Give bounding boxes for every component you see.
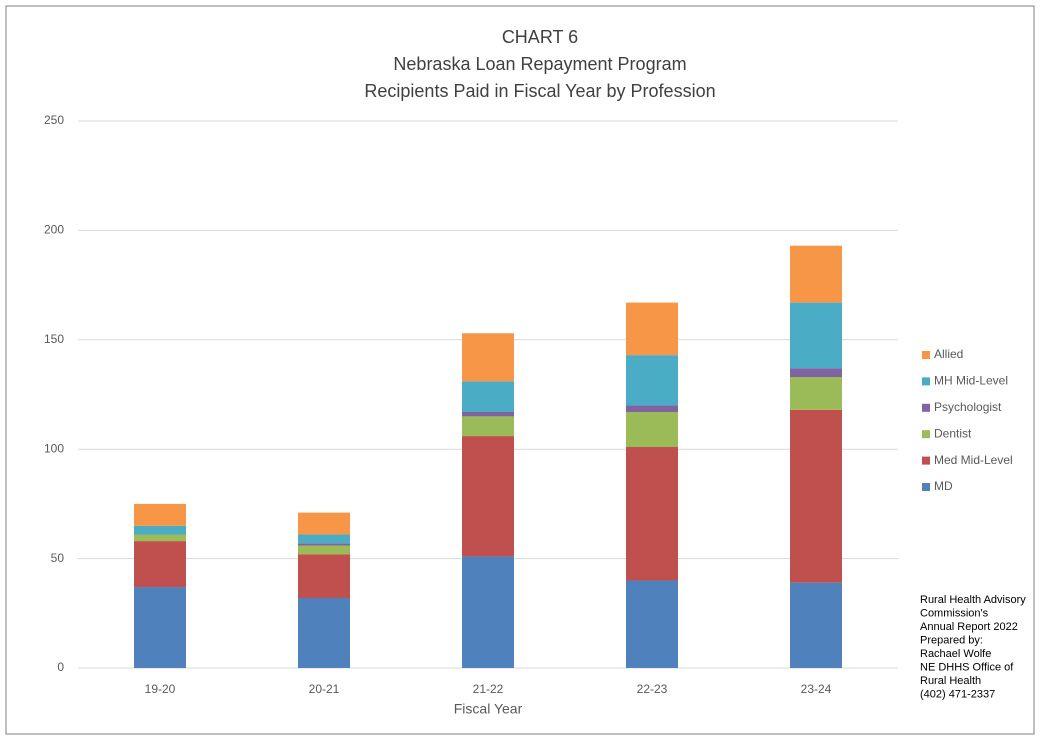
x-tick-label: 20-21 (309, 682, 340, 696)
note: Commission's (920, 607, 989, 619)
bar-segment (298, 512, 350, 535)
legend-label: Dentist (934, 426, 972, 440)
chart-title: Recipients Paid in Fiscal Year by Profes… (364, 81, 715, 101)
legend-swatch (922, 403, 930, 412)
note: Rural Health (920, 675, 981, 687)
bar-segment (790, 409, 842, 583)
bar-segment (134, 587, 186, 668)
bar-segment (790, 368, 842, 377)
bar-segment (626, 405, 678, 413)
legend-swatch (922, 456, 930, 465)
y-tick-label: 200 (44, 223, 64, 237)
bar-segment (626, 302, 678, 356)
legend-label: Psychologist (934, 400, 1002, 414)
bar-segment (298, 554, 350, 598)
y-tick-label: 0 (57, 660, 64, 674)
bar-segment (462, 436, 514, 557)
chart-title: Nebraska Loan Repayment Program (393, 54, 686, 74)
note: Prepared by: (920, 634, 983, 646)
bar-segment (298, 534, 350, 544)
bar-segment (626, 580, 678, 668)
bar-segment (134, 534, 186, 542)
y-tick-label: 50 (51, 551, 65, 565)
bar-segment (298, 545, 350, 555)
note: Rural Health Advisory (920, 594, 1026, 606)
bar-segment (462, 381, 514, 413)
bar-segment (134, 541, 186, 588)
bar-segment (626, 355, 678, 406)
note: Rachael Wolfe (920, 648, 991, 660)
legend-swatch (922, 430, 930, 439)
bar-segment (462, 412, 514, 417)
legend-swatch (922, 483, 930, 491)
bar-segment (626, 412, 678, 448)
legend-label: MH Mid-Level (934, 374, 1008, 388)
bar-segment (790, 376, 842, 410)
bar-segment (790, 245, 842, 303)
bar-segment (626, 447, 678, 581)
bar-segment (462, 333, 514, 382)
x-tick-label: 19-20 (145, 682, 176, 696)
note: NE DHHS Office of (920, 661, 1014, 673)
legend-label: Med Mid-Level (934, 453, 1013, 467)
note: Annual Report 2022 (920, 621, 1018, 633)
legend-label: Allied (934, 347, 963, 361)
bar-segment (298, 543, 350, 546)
x-tick-label: 23-24 (801, 682, 832, 696)
chart-title: CHART 6 (502, 27, 578, 47)
bar-segment (790, 302, 842, 369)
bar-segment (462, 416, 514, 437)
legend-swatch (922, 377, 930, 386)
note: (402) 471-2337 (920, 688, 995, 700)
legend-label: MD (934, 479, 953, 493)
x-tick-label: 21-22 (473, 682, 504, 696)
y-tick-label: 150 (44, 332, 64, 346)
x-tick-label: 22-23 (637, 682, 668, 696)
y-tick-label: 100 (44, 441, 64, 455)
bar-segment (462, 556, 514, 668)
bar-segment (790, 582, 842, 668)
bar-segment (134, 503, 186, 526)
legend-swatch (922, 351, 930, 359)
x-axis-label: Fiscal Year (454, 701, 523, 717)
bar-segment (134, 525, 186, 535)
y-tick-label: 250 (44, 113, 64, 127)
bar-segment (298, 597, 350, 668)
